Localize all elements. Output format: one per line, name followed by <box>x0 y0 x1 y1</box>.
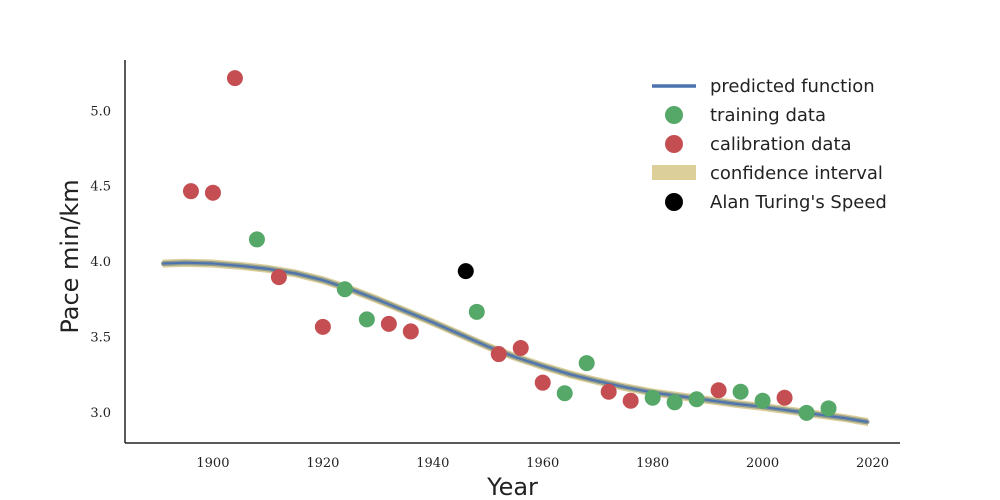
training-data-point <box>820 400 837 417</box>
legend-label: predicted function <box>710 76 875 97</box>
x-tick-label: 1960 <box>526 456 559 471</box>
legend-label: training data <box>710 105 826 126</box>
x-tick-label: 1900 <box>196 456 229 471</box>
x-tick-label: 1980 <box>636 456 669 471</box>
training-data-point <box>468 303 485 320</box>
y-tick-label: 3.5 <box>90 330 111 345</box>
training-data-point <box>556 385 573 402</box>
calibration-data-point <box>600 383 617 400</box>
tick-labels: 1900 1920 1940 1960 1980 2000 2020 3.0 3.5 4.0 4.5… <box>90 104 889 471</box>
legend-swatch-marker <box>665 193 683 211</box>
calibration-data-point <box>182 183 199 200</box>
calibration-data-point <box>314 318 331 335</box>
plot-area <box>160 70 870 427</box>
calibration-data-point <box>226 70 243 87</box>
calibration-data-point <box>270 269 287 286</box>
training-data-point <box>358 311 375 328</box>
legend-swatch-patch <box>652 165 696 180</box>
y-tick-label: 4.0 <box>90 255 111 270</box>
training-data-point <box>732 383 749 400</box>
legend-label: calibration data <box>710 134 852 155</box>
x-tick-label: 2020 <box>856 456 889 471</box>
legend-label: confidence interval <box>710 163 883 184</box>
calibration-data-point <box>402 323 419 340</box>
training-data-point <box>336 281 353 298</box>
x-tick-label: 1940 <box>416 456 449 471</box>
calibration-data-point <box>512 340 529 357</box>
training-data-point <box>666 394 683 411</box>
legend-swatch-marker <box>665 135 683 153</box>
calibration-data-point <box>710 382 727 399</box>
calibration-data-point <box>204 184 221 201</box>
training-data-point <box>688 391 705 408</box>
x-tick-label: 2000 <box>746 456 779 471</box>
x-axis-title: Year <box>486 473 538 500</box>
y-tick-label: 3.0 <box>90 406 111 421</box>
training-data-point <box>644 389 661 406</box>
alan-turing-s-speed-point <box>457 263 474 280</box>
confidence-band <box>162 258 869 427</box>
training-data-point <box>248 231 265 248</box>
training-data-point <box>578 355 595 372</box>
calibration-data-point <box>490 346 507 363</box>
y-tick-label: 4.5 <box>90 180 111 195</box>
training-data-point <box>754 392 771 409</box>
y-tick-label: 5.0 <box>90 104 111 119</box>
calibration-data-point <box>622 392 639 409</box>
calibration-data-point <box>776 389 793 406</box>
legend-swatch-marker <box>665 106 683 124</box>
axes <box>124 60 900 444</box>
legend-label: Alan Turing's Speed <box>710 192 887 213</box>
calibration-data-point <box>534 374 551 391</box>
y-axis-title: Pace min/km <box>56 179 84 333</box>
training-data-point <box>798 404 815 421</box>
calibration-data-point <box>380 315 397 332</box>
x-tick-label: 1920 <box>306 456 339 471</box>
legend: predicted function training data calibrati… <box>652 76 887 213</box>
